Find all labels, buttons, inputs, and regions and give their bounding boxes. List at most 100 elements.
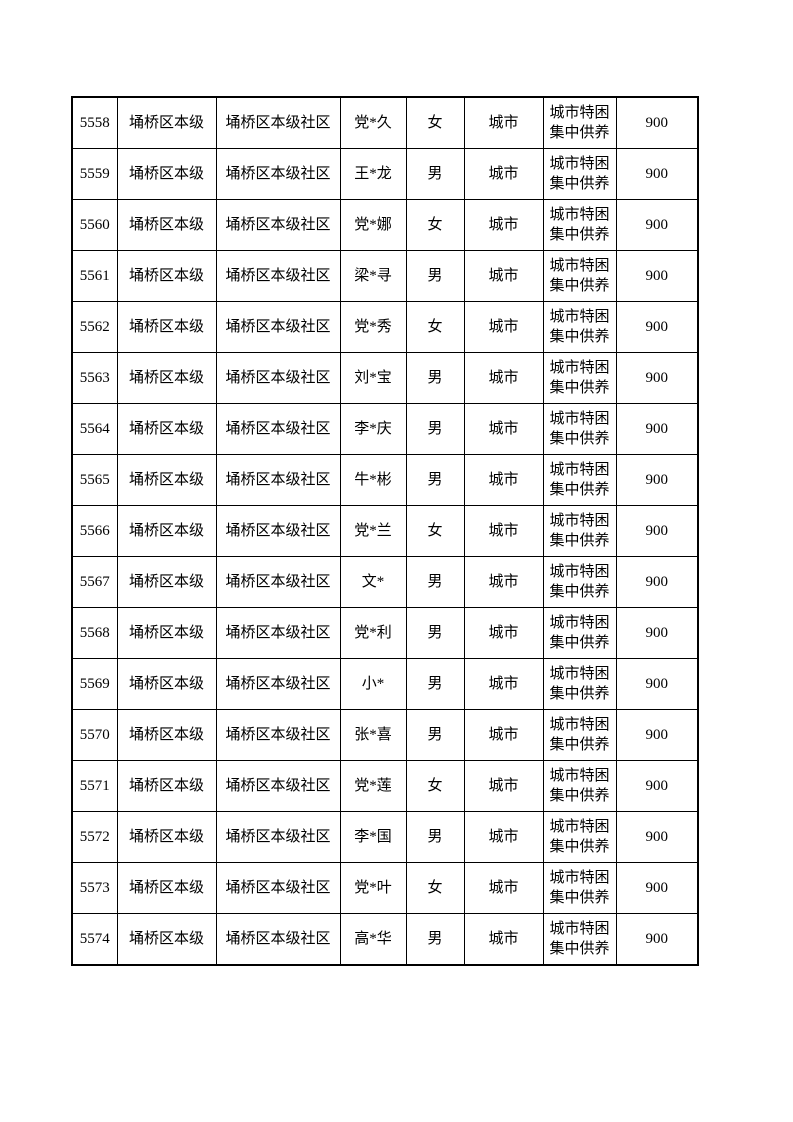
cell-seq: 5559 (71, 148, 118, 200)
cell-category: 城市特困集中供养 (542, 556, 617, 608)
cell-category: 城市特困集中供养 (542, 811, 617, 863)
table-body: 5558 埇桥区本级 埇桥区本级社区 党*久 女 城市 城市特困集中供养 900… (71, 96, 699, 966)
cell-community: 埇桥区本级社区 (215, 454, 341, 506)
cell-category-text: 城市特困集中供养 (549, 768, 610, 804)
cell-district: 埇桥区本级 (116, 862, 217, 914)
cell-category-text: 城市特困集中供养 (549, 207, 610, 243)
cell-area-type: 城市 (463, 301, 544, 353)
cell-community: 埇桥区本级社区 (215, 607, 341, 659)
cell-name: 梁*寻 (339, 250, 407, 302)
cell-seq: 5573 (71, 862, 118, 914)
table-row: 5559 埇桥区本级 埇桥区本级社区 王*龙 男 城市 城市特困集中供养 900 (71, 148, 699, 200)
cell-name: 党*娜 (339, 199, 407, 251)
cell-name: 党*秀 (339, 301, 407, 353)
cell-district: 埇桥区本级 (116, 913, 217, 966)
cell-category: 城市特困集中供养 (542, 607, 617, 659)
cell-area-type: 城市 (463, 454, 544, 506)
cell-district: 埇桥区本级 (116, 505, 217, 557)
cell-name: 张*喜 (339, 709, 407, 761)
cell-gender: 男 (405, 913, 465, 966)
cell-category: 城市特困集中供养 (542, 352, 617, 404)
cell-community: 埇桥区本级社区 (215, 913, 341, 966)
cell-area-type: 城市 (463, 811, 544, 863)
cell-district: 埇桥区本级 (116, 556, 217, 608)
cell-seq: 5571 (71, 760, 118, 812)
cell-district: 埇桥区本级 (116, 607, 217, 659)
cell-name: 党*利 (339, 607, 407, 659)
cell-community: 埇桥区本级社区 (215, 199, 341, 251)
cell-category-text: 城市特困集中供养 (549, 717, 610, 753)
table-row: 5572 埇桥区本级 埇桥区本级社区 李*国 男 城市 城市特困集中供养 900 (71, 811, 699, 863)
cell-gender: 女 (405, 199, 465, 251)
cell-seq: 5561 (71, 250, 118, 302)
cell-district: 埇桥区本级 (116, 658, 217, 710)
cell-gender: 男 (405, 148, 465, 200)
cell-gender: 男 (405, 658, 465, 710)
cell-name: 王*龙 (339, 148, 407, 200)
cell-area-type: 城市 (463, 556, 544, 608)
cell-category: 城市特困集中供养 (542, 454, 617, 506)
cell-amount: 900 (615, 301, 699, 353)
cell-area-type: 城市 (463, 709, 544, 761)
cell-community: 埇桥区本级社区 (215, 301, 341, 353)
cell-community: 埇桥区本级社区 (215, 709, 341, 761)
cell-seq: 5570 (71, 709, 118, 761)
cell-community: 埇桥区本级社区 (215, 760, 341, 812)
cell-district: 埇桥区本级 (116, 709, 217, 761)
cell-community: 埇桥区本级社区 (215, 556, 341, 608)
cell-district: 埇桥区本级 (116, 199, 217, 251)
cell-category: 城市特困集中供养 (542, 913, 617, 966)
cell-amount: 900 (615, 913, 699, 966)
cell-district: 埇桥区本级 (116, 301, 217, 353)
cell-community: 埇桥区本级社区 (215, 862, 341, 914)
cell-gender: 男 (405, 403, 465, 455)
cell-area-type: 城市 (463, 760, 544, 812)
cell-community: 埇桥区本级社区 (215, 811, 341, 863)
table-row: 5558 埇桥区本级 埇桥区本级社区 党*久 女 城市 城市特困集中供养 900 (71, 96, 699, 149)
cell-gender: 男 (405, 454, 465, 506)
cell-category: 城市特困集中供养 (542, 301, 617, 353)
cell-category: 城市特困集中供养 (542, 199, 617, 251)
cell-name: 党*莲 (339, 760, 407, 812)
cell-seq: 5558 (71, 96, 118, 149)
cell-category: 城市特困集中供养 (542, 658, 617, 710)
cell-community: 埇桥区本级社区 (215, 250, 341, 302)
cell-district: 埇桥区本级 (116, 454, 217, 506)
table-row: 5560 埇桥区本级 埇桥区本级社区 党*娜 女 城市 城市特困集中供养 900 (71, 199, 699, 251)
cell-seq: 5562 (71, 301, 118, 353)
cell-community: 埇桥区本级社区 (215, 658, 341, 710)
cell-area-type: 城市 (463, 199, 544, 251)
cell-category: 城市特困集中供养 (542, 96, 617, 149)
cell-category-text: 城市特困集中供养 (549, 156, 610, 192)
cell-name: 党*兰 (339, 505, 407, 557)
cell-amount: 900 (615, 403, 699, 455)
cell-amount: 900 (615, 148, 699, 200)
cell-gender: 男 (405, 352, 465, 404)
cell-seq: 5568 (71, 607, 118, 659)
cell-category-text: 城市特困集中供养 (549, 360, 610, 396)
cell-category: 城市特困集中供养 (542, 403, 617, 455)
cell-seq: 5567 (71, 556, 118, 608)
cell-gender: 女 (405, 505, 465, 557)
table-row: 5567 埇桥区本级 埇桥区本级社区 文* 男 城市 城市特困集中供养 900 (71, 556, 699, 608)
cell-gender: 男 (405, 709, 465, 761)
cell-name: 小* (339, 658, 407, 710)
cell-district: 埇桥区本级 (116, 811, 217, 863)
cell-area-type: 城市 (463, 658, 544, 710)
table-row: 5568 埇桥区本级 埇桥区本级社区 党*利 男 城市 城市特困集中供养 900 (71, 607, 699, 659)
cell-category-text: 城市特困集中供养 (549, 564, 610, 600)
cell-amount: 900 (615, 96, 699, 149)
cell-seq: 5569 (71, 658, 118, 710)
cell-gender: 男 (405, 556, 465, 608)
cell-amount: 900 (615, 556, 699, 608)
cell-category-text: 城市特困集中供养 (549, 258, 610, 294)
cell-category: 城市特困集中供养 (542, 760, 617, 812)
table-row: 5574 埇桥区本级 埇桥区本级社区 高*华 男 城市 城市特困集中供养 900 (71, 913, 699, 966)
table-row: 5563 埇桥区本级 埇桥区本级社区 刘*宝 男 城市 城市特困集中供养 900 (71, 352, 699, 404)
cell-amount: 900 (615, 505, 699, 557)
cell-seq: 5564 (71, 403, 118, 455)
cell-seq: 5560 (71, 199, 118, 251)
cell-category: 城市特困集中供养 (542, 148, 617, 200)
cell-gender: 男 (405, 250, 465, 302)
cell-seq: 5566 (71, 505, 118, 557)
